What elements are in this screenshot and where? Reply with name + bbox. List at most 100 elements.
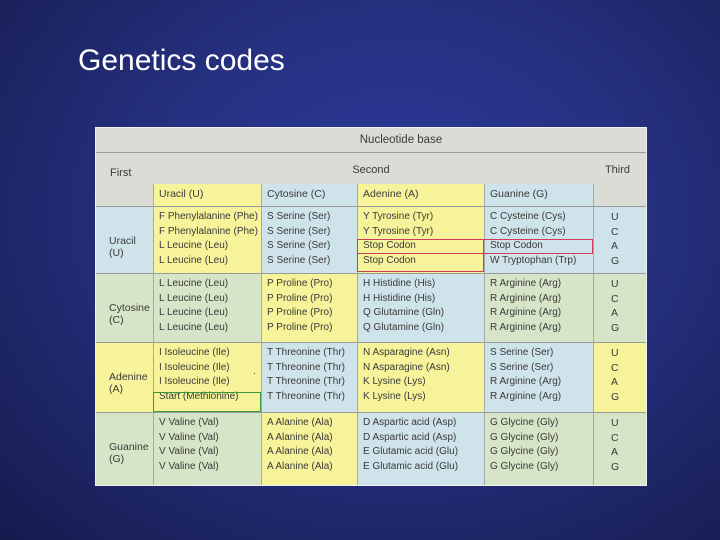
row-cytosine: Cytosine (C) L Leucine (Leu) L Leucine (… — [96, 274, 646, 342]
codon-gac: D Aspartic acid (Asp) — [363, 431, 457, 443]
cell-gc: A Alanine (Ala) A Alanine (Ala) A Alanin… — [261, 413, 357, 485]
second-base-label: Second — [352, 164, 390, 176]
codon-aau: N Asparagine (Asn) — [363, 347, 450, 358]
cell-gg: G Glycine (Gly) G Glycine (Gly) G Glycin… — [484, 413, 593, 485]
column-header-adenine: Adenine (A) — [357, 184, 484, 206]
codon-aag: K Lysine (Lys) — [363, 390, 426, 402]
codon-cgu: R Arginine (Arg) — [490, 278, 562, 289]
codon-guc: V Valine (Val) — [159, 431, 219, 443]
row-uracil: Uracil (U) F Phenylalanine (Phe) F Pheny… — [96, 207, 646, 273]
codon-aug: Start (Methionine) — [159, 390, 239, 402]
codon-agg: R Arginine (Arg) — [490, 390, 562, 402]
third-base-g: G — [611, 321, 620, 334]
third-base-u: U — [611, 211, 619, 223]
codon-cca: P Proline (Pro) — [267, 307, 333, 318]
codon-aaa: K Lysine (Lys) — [363, 376, 426, 387]
cell-ac: T Threonine (Thr) T Threonine (Thr) T Th… — [261, 343, 357, 412]
codon-agc: S Serine (Ser) — [490, 361, 554, 373]
stop-codon-highlight-uaa-uag — [357, 239, 484, 272]
codon-ccc: P Proline (Pro) — [267, 292, 333, 304]
cell-gu: V Valine (Val) V Valine (Val) V Valine (… — [153, 413, 261, 485]
third-base-list: U C A G — [593, 413, 646, 485]
codon-aga: R Arginine (Arg) — [490, 376, 562, 387]
codon-acc: T Threonine (Thr) — [267, 361, 345, 373]
codon-gaa: E Glutamic acid (Glu) — [363, 446, 459, 457]
codon-gcg: A Alanine (Ala) — [267, 460, 333, 472]
codon-acu: T Threonine (Thr) — [267, 347, 345, 358]
codon-auc: I Isoleucine (Ile) — [159, 361, 230, 373]
codon-gga: G Glycine (Gly) — [490, 446, 559, 457]
first-base-label: First — [110, 167, 132, 179]
first-base-name: Cytosine — [109, 302, 150, 314]
third-base-list: U C A G — [593, 274, 646, 342]
third-base-u: U — [611, 278, 619, 290]
column-header-guanine: Guanine (G) — [484, 184, 593, 206]
table-title: Nucleotide base — [359, 134, 443, 146]
cell-ug: C Cysteine (Cys) C Cysteine (Cys) Stop C… — [484, 207, 593, 273]
codon-uug: L Leucine (Leu) — [159, 254, 229, 266]
codon-cag: Q Glutamine (Gln) — [363, 321, 445, 333]
codon-aua: I Isoleucine (Ile) — [159, 376, 230, 387]
cell-ca: H Histidine (His) H Histidine (His) Q Gl… — [357, 274, 484, 342]
first-base-letter: (U) — [109, 247, 124, 259]
codon-ugg: W Tryptophan (Trp) — [490, 254, 577, 266]
codon-ggg: G Glycine (Gly) — [490, 460, 559, 472]
column-header-cytosine: Cytosine (C) — [261, 184, 357, 206]
third-base-a: A — [611, 376, 619, 388]
cell-uu: F Phenylalanine (Phe) F Phenylalanine (P… — [153, 207, 261, 273]
codon-uca: S Serine (Ser) — [267, 240, 331, 251]
codon-gau: D Aspartic acid (Asp) — [363, 417, 457, 428]
codon-gug: V Valine (Val) — [159, 460, 219, 472]
codon-cug: L Leucine (Leu) — [159, 321, 229, 333]
codon-uuc: F Phenylalanine (Phe) — [159, 225, 258, 237]
third-base-label: Third — [604, 164, 630, 176]
codon-aac: N Asparagine (Asn) — [363, 361, 450, 373]
codon-uga: Stop Codon — [490, 240, 543, 251]
start-codon-highlight — [153, 392, 261, 412]
third-base-list: U C A G — [593, 343, 646, 412]
cell-ua: Y Tyrosine (Tyr) Y Tyrosine (Tyr) Stop C… — [357, 207, 484, 273]
cell-ag: S Serine (Ser) S Serine (Ser) R Arginine… — [484, 343, 593, 412]
first-base-letter: (A) — [109, 383, 123, 395]
first-base-name: Uracil — [109, 235, 136, 247]
codon-cgc: R Arginine (Arg) — [490, 292, 562, 304]
mark-dot: . — [253, 366, 256, 377]
codon-ugu: C Cysteine (Cys) — [490, 211, 566, 222]
first-base-letter: (G) — [109, 453, 125, 465]
third-base-a: A — [611, 446, 619, 458]
codon-gca: A Alanine (Ala) — [267, 446, 333, 457]
cell-uc: S Serine (Ser) S Serine (Ser) S Serine (… — [261, 207, 357, 273]
third-base-u: U — [611, 417, 619, 429]
row-guanine: Guanine (G) V Valine (Val) V Valine (Val… — [96, 413, 646, 485]
codon-aca: T Threonine (Thr) — [267, 376, 345, 387]
first-base-name: Guanine — [109, 441, 149, 453]
first-base-cytosine: Cytosine (C) — [96, 274, 153, 342]
cell-au: I Isoleucine (Ile) I Isoleucine (Ile) I … — [153, 343, 261, 412]
codon-cuu: L Leucine (Leu) — [159, 278, 229, 289]
codon-auu: I Isoleucine (Ile) — [159, 347, 230, 358]
third-base-a: A — [611, 240, 619, 252]
codon-acg: T Threonine (Thr) — [267, 390, 345, 402]
row-adenine: Adenine (A) I Isoleucine (Ile) I Isoleuc… — [96, 343, 646, 412]
codon-ccu: P Proline (Pro) — [267, 278, 333, 289]
third-base-g: G — [611, 390, 620, 403]
cell-cg: R Arginine (Arg) R Arginine (Arg) R Argi… — [484, 274, 593, 342]
column-header-uracil: Uracil (U) — [153, 184, 261, 206]
codon-cua: L Leucine (Leu) — [159, 307, 229, 318]
codon-ucg: S Serine (Ser) — [267, 254, 331, 266]
codon-uua: L Leucine (Leu) — [159, 240, 229, 251]
codon-uac: Y Tyrosine (Tyr) — [363, 225, 434, 237]
third-base-a: A — [611, 307, 619, 319]
codon-ugc: C Cysteine (Cys) — [490, 225, 566, 237]
codon-cau: H Histidine (His) — [363, 278, 436, 289]
codon-ucc: S Serine (Ser) — [267, 225, 331, 237]
codon-cgg: R Arginine (Arg) — [490, 321, 562, 333]
codon-agu: S Serine (Ser) — [490, 347, 554, 358]
codon-uau: Y Tyrosine (Tyr) — [363, 211, 434, 222]
codon-ggu: G Glycine (Gly) — [490, 417, 559, 428]
codon-ucu: S Serine (Ser) — [267, 211, 331, 222]
first-base-adenine: Adenine (A) — [96, 343, 153, 412]
third-base-c: C — [611, 431, 619, 444]
cell-aa: N Asparagine (Asn) N Asparagine (Asn) K … — [357, 343, 484, 412]
first-base-name: Adenine — [109, 371, 148, 383]
